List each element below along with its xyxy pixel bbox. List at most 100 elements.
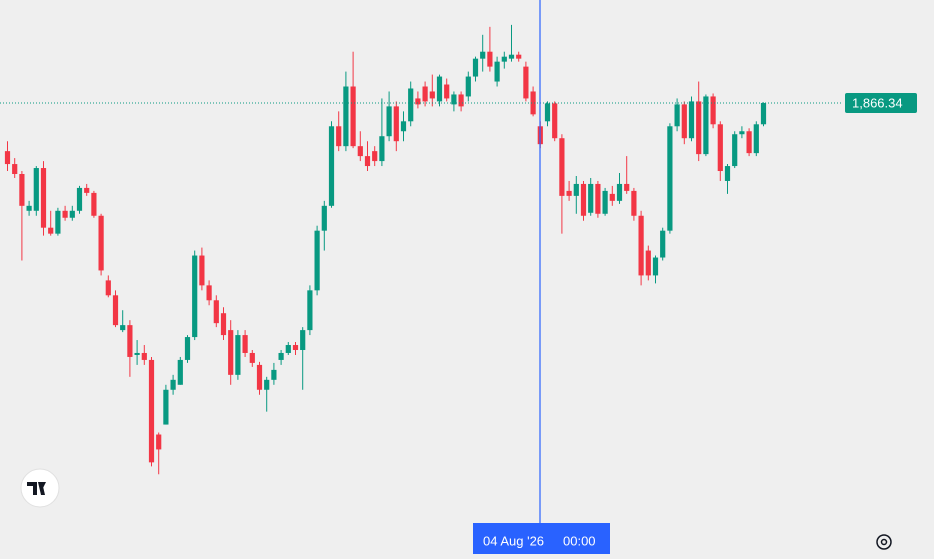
candle-body bbox=[645, 250, 651, 276]
candle-body bbox=[530, 91, 536, 115]
crosshair-time-box bbox=[473, 523, 610, 554]
candle-body bbox=[753, 124, 759, 154]
candle-body bbox=[703, 96, 709, 155]
candle-body bbox=[573, 183, 579, 196]
candle-body bbox=[631, 190, 637, 216]
candle-body bbox=[609, 193, 615, 201]
candle-body bbox=[314, 230, 320, 291]
candle-body bbox=[256, 364, 263, 390]
candle-body bbox=[26, 205, 32, 211]
candle-body bbox=[638, 215, 644, 276]
candle-body bbox=[746, 131, 752, 154]
candle-body bbox=[76, 187, 83, 211]
candle-body bbox=[127, 325, 133, 357]
candle-body bbox=[19, 174, 25, 206]
candle-body bbox=[62, 210, 68, 218]
candle-body bbox=[292, 345, 299, 350]
last-price-label: 1,866.34 bbox=[852, 95, 903, 110]
crosshair-time: 00:00 bbox=[563, 533, 596, 548]
candle-body bbox=[681, 104, 687, 139]
candle-body bbox=[55, 210, 61, 234]
candle-body bbox=[321, 205, 327, 231]
candle-body bbox=[508, 54, 515, 59]
candle-body bbox=[98, 215, 104, 271]
candle-body bbox=[372, 151, 378, 162]
candle-body bbox=[220, 313, 227, 336]
candle-body bbox=[235, 335, 241, 375]
candle-body bbox=[696, 101, 702, 155]
candle-body bbox=[33, 168, 39, 211]
candle-body bbox=[156, 434, 162, 450]
candle-body bbox=[408, 88, 414, 122]
candle-body bbox=[652, 257, 659, 276]
candle-body bbox=[559, 138, 565, 196]
candle-body bbox=[357, 146, 363, 157]
candle-body bbox=[415, 98, 421, 105]
candle-body bbox=[228, 330, 234, 375]
candle-body bbox=[451, 94, 457, 105]
candle-body bbox=[4, 151, 11, 165]
candle-body bbox=[386, 106, 392, 137]
candle-body bbox=[379, 136, 385, 162]
last-price-box bbox=[845, 93, 917, 114]
candle-body bbox=[717, 124, 723, 172]
candle-body bbox=[91, 192, 97, 216]
candle-body bbox=[458, 94, 464, 107]
candle-body bbox=[674, 104, 680, 127]
candle-body bbox=[264, 379, 270, 390]
candle-body bbox=[177, 359, 183, 385]
candle-body bbox=[660, 230, 666, 258]
candle-body bbox=[249, 352, 255, 363]
candle-body bbox=[134, 352, 140, 355]
candle-body bbox=[199, 255, 205, 286]
candle-body bbox=[588, 183, 594, 213]
candle-body bbox=[544, 103, 551, 122]
candle-body bbox=[307, 290, 313, 331]
candle-body bbox=[465, 76, 471, 97]
candle-body bbox=[429, 91, 435, 99]
candle-body bbox=[12, 164, 18, 175]
crosshair-date: 04 Aug '26 bbox=[483, 533, 544, 548]
candle-body bbox=[602, 190, 608, 214]
candle-body bbox=[436, 76, 443, 102]
candle-body bbox=[400, 121, 407, 132]
candle-body bbox=[170, 379, 176, 390]
candle-body bbox=[271, 369, 277, 380]
candle-body bbox=[84, 187, 90, 193]
candle-body bbox=[494, 61, 500, 82]
candle-body bbox=[343, 86, 349, 147]
candle-body bbox=[710, 96, 716, 125]
candle-body bbox=[552, 103, 558, 139]
candle-body bbox=[487, 51, 493, 67]
candle-body bbox=[688, 101, 695, 139]
candle-body bbox=[213, 300, 219, 324]
tv-logo[interactable] bbox=[20, 468, 60, 508]
candle-body bbox=[760, 103, 767, 125]
candle-body bbox=[184, 337, 191, 360]
candle-body bbox=[69, 210, 75, 218]
candle-body bbox=[163, 389, 169, 425]
candle-body bbox=[422, 86, 428, 102]
candle-body bbox=[206, 285, 212, 301]
candle-body bbox=[105, 280, 111, 296]
candle-body bbox=[501, 56, 507, 62]
candle-body bbox=[472, 58, 479, 77]
candle-body bbox=[300, 330, 306, 350]
settings-icon[interactable] bbox=[876, 534, 892, 550]
candle-body bbox=[120, 325, 126, 331]
candle-body bbox=[444, 84, 450, 99]
candle-body bbox=[285, 345, 291, 353]
candle-body bbox=[667, 126, 673, 231]
candle-body bbox=[192, 255, 198, 338]
candle-body bbox=[580, 183, 587, 216]
candle-body bbox=[624, 183, 630, 191]
candle-body bbox=[242, 335, 248, 353]
candle-body bbox=[350, 86, 356, 147]
candle-body bbox=[364, 156, 371, 167]
candle-body bbox=[566, 190, 572, 196]
candle-body bbox=[328, 126, 335, 206]
candle-body bbox=[616, 183, 623, 201]
candle-body bbox=[516, 54, 522, 59]
candle-body bbox=[595, 183, 601, 214]
